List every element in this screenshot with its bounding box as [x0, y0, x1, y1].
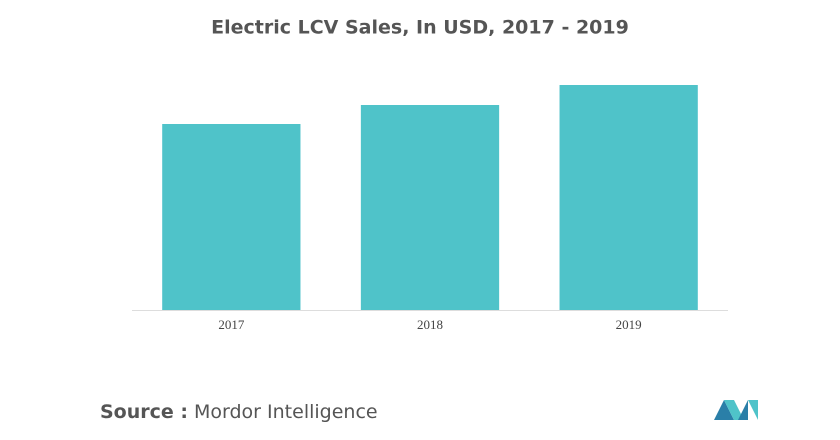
x-tick-label: 2017 [218, 317, 245, 332]
source: Source : Mordor Intelligence [100, 401, 378, 423]
bar [162, 124, 301, 310]
source-text: Mordor Intelligence [194, 401, 378, 423]
logo [714, 400, 758, 420]
chart-title: Electric LCV Sales, In USD, 2017 - 2019 [211, 17, 629, 39]
source-label: Source : [100, 401, 188, 423]
x-tick-label: 2019 [616, 317, 642, 332]
bar [559, 85, 698, 310]
x-tick-label: 2018 [417, 317, 443, 332]
bar [360, 105, 500, 310]
